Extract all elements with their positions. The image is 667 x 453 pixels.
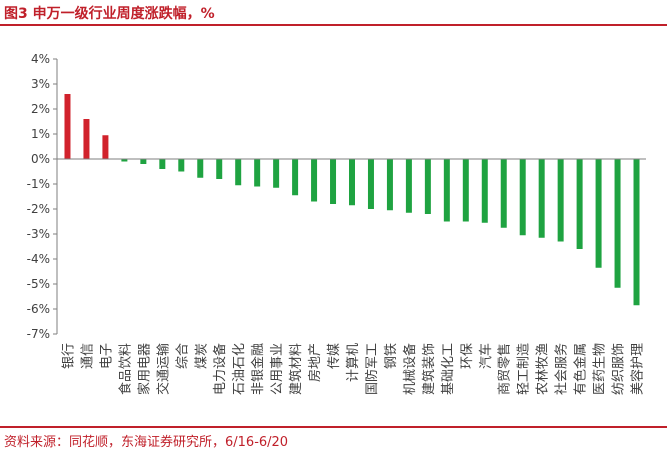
bar: [140, 159, 147, 164]
bar: [462, 159, 469, 222]
category-label: 轻工制造: [517, 343, 532, 395]
bar: [595, 159, 602, 268]
y-tick-label: -2%: [27, 202, 50, 216]
bar: [349, 159, 355, 206]
title-divider: [0, 24, 667, 26]
category-label: 建筑材料: [288, 343, 304, 395]
category-label: 电力设备: [212, 343, 228, 395]
category-label: 社会服务: [554, 343, 570, 395]
bar: [254, 159, 261, 187]
category-label: 美容护理: [630, 343, 646, 395]
bar: [311, 159, 318, 202]
category-label: 环保: [460, 343, 475, 369]
bar: [500, 159, 507, 228]
y-tick-label: 0%: [31, 152, 50, 166]
category-label: 建筑装饰: [421, 343, 437, 395]
bar: [633, 159, 640, 306]
bar: [614, 159, 621, 288]
source-note: 资料来源：同花顺，东海证券研究所，6/16-6/20: [4, 435, 289, 450]
bar: [424, 159, 431, 214]
category-label: 纺织服饰: [612, 343, 627, 395]
bar: [83, 119, 90, 159]
y-tick-label: 1%: [31, 127, 50, 141]
category-label: 通信: [80, 343, 95, 369]
bar: [405, 159, 412, 213]
category-label: 食品饮料: [117, 343, 133, 395]
category-label: 计算机: [346, 343, 361, 382]
bar-chart: 4% 3% 2% 1% 0% -1% -2% -3% -4% -5% -6% -7% 银行 通信 电子 食品饮…: [27, 52, 646, 395]
y-tick-label: -7%: [27, 327, 50, 341]
y-tick-label: -4%: [27, 252, 50, 266]
category-label: 钢铁: [384, 343, 399, 369]
category-label: 传媒: [327, 343, 342, 369]
bar: [519, 159, 526, 236]
category-label: 煤炭: [194, 343, 209, 369]
category-label: 交通运输: [155, 343, 171, 395]
bar: [64, 94, 71, 159]
bar: [386, 159, 393, 211]
bar: [178, 159, 185, 172]
y-tick-label: 4%: [31, 52, 50, 66]
bar: [235, 159, 242, 186]
category-label: 商贸零售: [497, 343, 513, 395]
category-label: 银行: [61, 343, 76, 369]
bar: [159, 159, 166, 169]
category-label: 机械设备: [402, 343, 418, 395]
bar: [273, 159, 280, 188]
category-label: 汽车: [478, 343, 494, 369]
category-label: 综合: [175, 343, 190, 369]
category-label: 有色金属: [573, 343, 589, 395]
bar: [197, 159, 204, 178]
y-tick-label: 3%: [31, 77, 50, 91]
y-tick-label: 2%: [31, 102, 50, 116]
source-divider: [0, 426, 667, 428]
y-tick-label: -1%: [27, 177, 50, 191]
category-label: 国防军工: [364, 343, 380, 395]
bar: [538, 159, 545, 238]
category-label: 医药生物: [593, 343, 608, 395]
bar: [367, 159, 374, 209]
bar: [121, 159, 128, 162]
category-label: 公用事业: [270, 343, 285, 395]
bar: [216, 159, 223, 179]
category-label: 非银金融: [250, 343, 266, 395]
category-label: 房地产: [307, 343, 323, 382]
y-tick-label: -5%: [27, 277, 50, 291]
figure-title: 图3 申万一级行业周度涨跌幅，%: [4, 6, 215, 22]
bar: [557, 159, 564, 242]
category-label: 农林牧渔: [536, 343, 551, 395]
y-tick-label: -6%: [27, 302, 50, 316]
category-label: 家用电器: [136, 343, 152, 395]
bar: [481, 159, 488, 223]
bar: [576, 159, 583, 249]
bar: [292, 159, 299, 196]
y-tick-label: -3%: [27, 227, 50, 241]
category-label: 石油石化: [232, 343, 247, 395]
bar: [102, 135, 109, 159]
category-label: 基础化工: [441, 343, 456, 395]
bar: [330, 159, 337, 204]
bar: [443, 159, 450, 222]
category-label: 电子: [99, 343, 114, 369]
